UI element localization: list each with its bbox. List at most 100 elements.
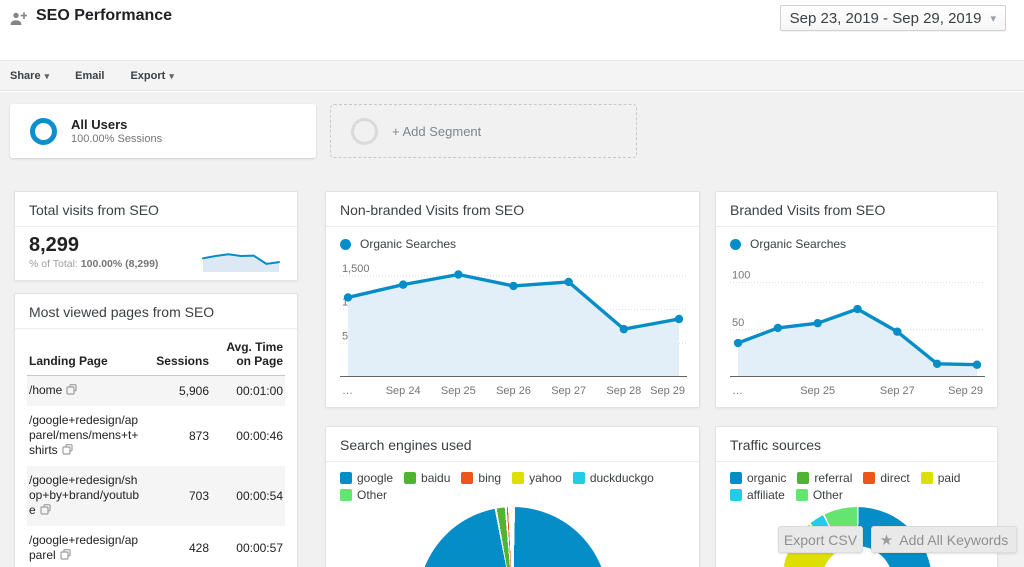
card-title: Traffic sources bbox=[716, 427, 997, 462]
legend-label: affiliate bbox=[747, 488, 785, 502]
legend-item-direct: direct bbox=[863, 471, 910, 485]
legend-label: baidu bbox=[421, 471, 451, 485]
col-sessions: Sessions bbox=[156, 354, 209, 368]
add-all-keywords-button[interactable]: ★ Add All Keywords bbox=[871, 526, 1017, 553]
x-axis-labels: … Sep 24 Sep 25 Sep 26 Sep 27 Sep 28 Sep 29 bbox=[340, 385, 685, 402]
legend-swatch-icon bbox=[572, 472, 585, 484]
legend-item-Other: Other bbox=[340, 488, 387, 502]
legend-swatch-icon bbox=[795, 489, 808, 501]
export-csv-button[interactable]: Export CSV bbox=[778, 526, 863, 553]
share-button[interactable]: Share ▾ bbox=[10, 69, 50, 82]
landing-page-cell: /google+redesign/apparel/mens/mens+t+shi… bbox=[29, 413, 139, 459]
segment-all-users[interactable]: All Users 100.00% Sessions bbox=[10, 104, 316, 158]
x-axis-label: … bbox=[732, 385, 743, 397]
branded-line-chart: 50 100 bbox=[730, 270, 985, 377]
legend-label: Organic Searches bbox=[750, 237, 847, 251]
legend-swatch-icon bbox=[404, 472, 417, 484]
card-branded-visits: Branded Visits from SEO Organic Searches… bbox=[715, 191, 998, 408]
date-range-selector[interactable]: Sep 23, 2019 - Sep 29, 2019 ▾ bbox=[779, 5, 1006, 31]
dashboard-content: All Users 100.00% Sessions + Add Segment… bbox=[0, 92, 1024, 567]
date-range-value: Sep 23, 2019 - Sep 29, 2019 bbox=[789, 9, 982, 27]
legend-item-Other: Other bbox=[795, 488, 843, 502]
legend-label: Other bbox=[357, 488, 388, 502]
legend-swatch-icon bbox=[730, 489, 742, 501]
legend-label: yahoo bbox=[529, 471, 562, 485]
legend-swatch-icon bbox=[461, 472, 474, 484]
segment-ring-icon bbox=[351, 117, 378, 145]
search-engines-pie-chart bbox=[417, 507, 608, 567]
x-axis-label: Sep 27 bbox=[551, 385, 587, 397]
add-segment-button[interactable]: + Add Segment bbox=[330, 104, 637, 158]
card-title: Branded Visits from SEO bbox=[716, 192, 997, 227]
legend-item-yahoo: yahoo bbox=[512, 471, 562, 485]
card-title: Total visits from SEO bbox=[15, 192, 297, 227]
legend-item-affiliate: affiliate bbox=[730, 488, 785, 502]
caret-down-icon: ▾ bbox=[990, 12, 996, 25]
legend-item-paid: paid bbox=[920, 471, 961, 485]
export-button[interactable]: Export ▾ bbox=[130, 69, 174, 82]
chart-legend: Organic Searches bbox=[326, 227, 699, 253]
chart-legend: Organic Searches bbox=[716, 227, 997, 253]
legend-swatch-icon bbox=[340, 472, 352, 484]
legend-swatch-icon bbox=[340, 489, 352, 501]
card-title: Non-branded Visits from SEO bbox=[326, 192, 699, 227]
star-icon: ★ bbox=[879, 531, 894, 549]
x-axis-label: Sep 28 bbox=[606, 385, 642, 397]
svg-text:50: 50 bbox=[732, 317, 744, 329]
table-body: /home 5,906 00:01:00/google+redesign/appar… bbox=[27, 376, 285, 567]
sessions-cell: 873 bbox=[188, 428, 209, 443]
caret-down-icon: ▾ bbox=[44, 70, 50, 81]
email-button[interactable]: Email bbox=[75, 69, 105, 82]
svg-text:1,500: 1,500 bbox=[342, 263, 370, 275]
pie-legend: organic referral direct paid affiliate Other bbox=[716, 462, 997, 504]
page-title: SEO Performance bbox=[36, 7, 173, 24]
card-title: Search engines used bbox=[326, 427, 699, 462]
header: SEO Performance Sep 23, 2019 - Sep 29, 2… bbox=[0, 0, 1024, 60]
total-visits-percent: % of Total: 100.00% (8,299) bbox=[29, 258, 159, 270]
table-header: Landing Page Sessions Avg. Time on Page bbox=[27, 331, 285, 376]
x-axis-label: … bbox=[342, 385, 353, 397]
avg-time-cell: 00:01:00 bbox=[236, 383, 283, 398]
legend-item-referral: referral bbox=[797, 471, 852, 485]
legend-label: bing bbox=[478, 471, 502, 485]
legend-item-duckduckgo: duckduckgo bbox=[572, 471, 654, 485]
open-in-new-icon[interactable] bbox=[66, 384, 77, 399]
sessions-cell: 5,906 bbox=[178, 383, 209, 398]
segment-title: All Users bbox=[71, 117, 128, 132]
caret-down-icon: ▾ bbox=[169, 70, 174, 81]
legend-label: Other bbox=[812, 488, 843, 502]
sessions-cell: 703 bbox=[188, 488, 209, 503]
sparkline-chart bbox=[202, 253, 280, 272]
open-in-new-icon[interactable] bbox=[62, 444, 73, 459]
legend-label: Organic Searches bbox=[360, 237, 457, 251]
legend-dot-icon bbox=[340, 238, 351, 250]
landing-page-cell: /home bbox=[29, 383, 143, 399]
avg-time-cell: 00:00:46 bbox=[236, 428, 283, 443]
sessions-cell: 428 bbox=[188, 541, 209, 555]
landing-page-cell: /google+redesign/shop+by+brand/youtube bbox=[29, 473, 140, 519]
avg-time-cell: 00:00:57 bbox=[236, 541, 283, 555]
table-row: /google+redesign/apparel 428 00:00:57 bbox=[27, 526, 285, 567]
card-title: Most viewed pages from SEO bbox=[15, 294, 297, 329]
legend-swatch-icon bbox=[797, 472, 810, 484]
x-axis-label: Sep 26 bbox=[496, 385, 531, 397]
legend-item-organic: organic bbox=[730, 471, 786, 485]
open-in-new-icon[interactable] bbox=[60, 549, 71, 564]
legend-label: paid bbox=[937, 471, 961, 485]
legend-label: direct bbox=[880, 471, 910, 485]
card-non-branded-visits: Non-branded Visits from SEO Organic Sear… bbox=[325, 191, 700, 408]
legend-label: referral bbox=[814, 471, 853, 485]
open-in-new-icon[interactable] bbox=[40, 504, 51, 519]
x-axis-labels: … Sep 25 Sep 27 Sep 29 bbox=[730, 385, 983, 402]
legend-item-google: google bbox=[340, 471, 393, 485]
legend-label: duckduckgo bbox=[589, 471, 654, 485]
add-segment-label: + Add Segment bbox=[392, 123, 482, 139]
x-axis-label: Sep 25 bbox=[800, 385, 836, 397]
card-search-engines: Search engines used google baidu bing yahoo… bbox=[325, 426, 700, 567]
action-toolbar: Share ▾ Email Export ▾ bbox=[0, 60, 1024, 91]
legend-swatch-icon bbox=[863, 472, 876, 484]
landing-page-cell: /google+redesign/apparel bbox=[29, 533, 139, 564]
pie-legend: google baidu bing yahoo duckduckgo Other bbox=[326, 462, 699, 504]
segment-ring-icon bbox=[30, 117, 57, 145]
